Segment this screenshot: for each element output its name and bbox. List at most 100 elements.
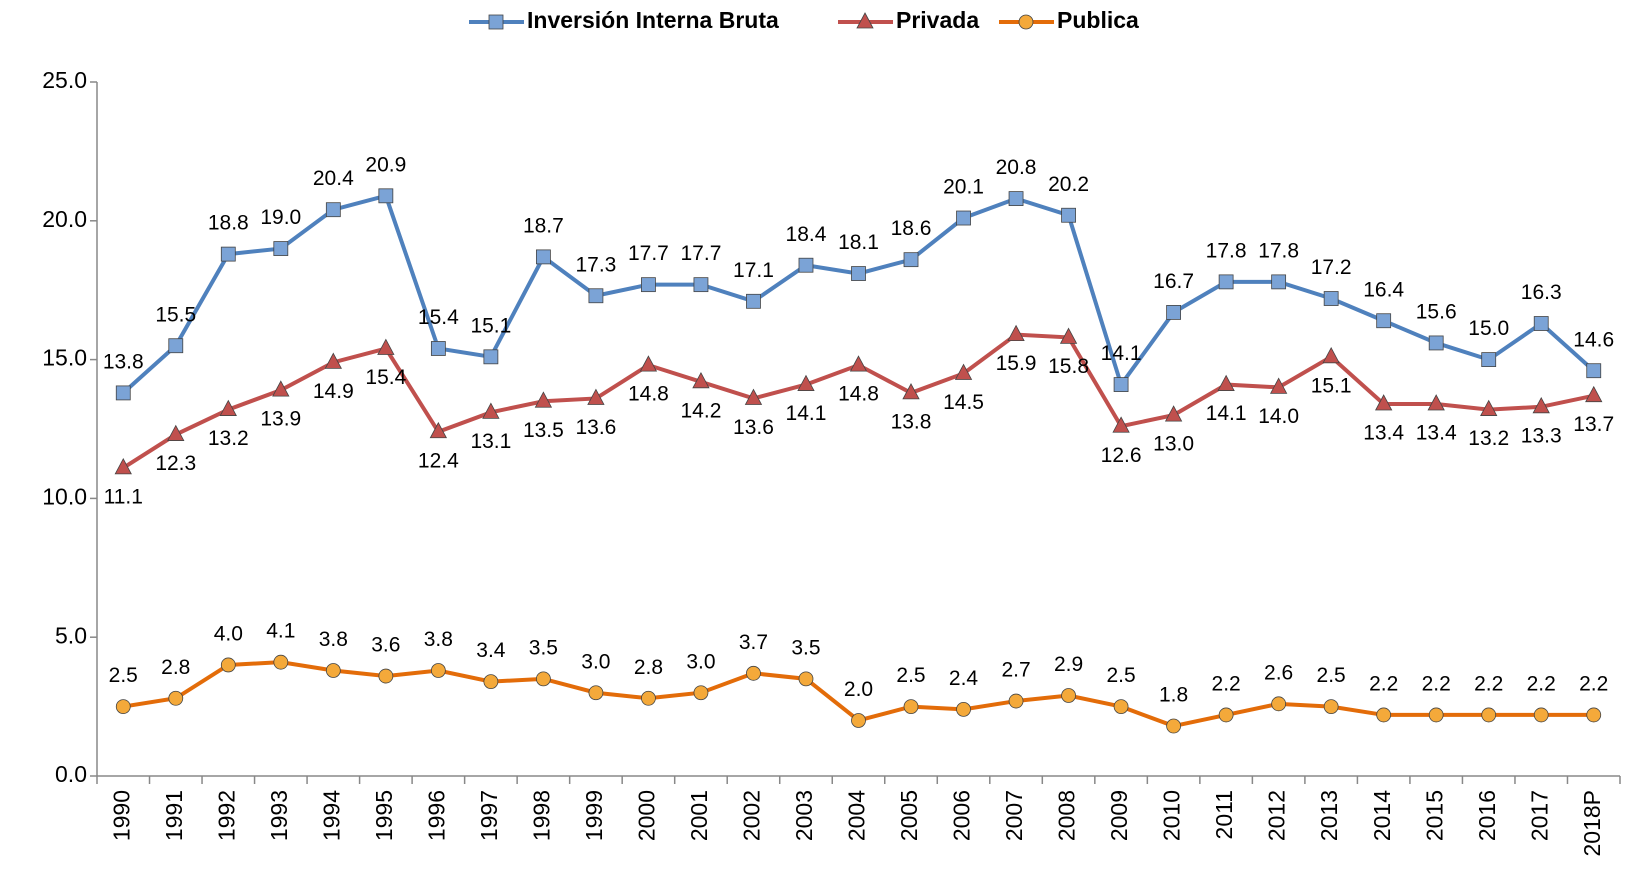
data-label: 3.5 bbox=[791, 636, 820, 659]
data-label: 1.8 bbox=[1159, 684, 1188, 707]
marker bbox=[851, 713, 866, 728]
data-label: 13.9 bbox=[260, 408, 301, 431]
x-tick-label: 2016 bbox=[1474, 790, 1500, 841]
data-label: 15.9 bbox=[996, 352, 1037, 375]
data-label: 2.7 bbox=[1001, 659, 1030, 682]
x-tick-label: 1998 bbox=[528, 790, 554, 841]
marker bbox=[1061, 688, 1076, 703]
marker bbox=[1427, 394, 1445, 411]
marker bbox=[483, 674, 499, 690]
marker bbox=[115, 699, 131, 714]
x-tick-label: 1994 bbox=[318, 790, 344, 841]
marker bbox=[693, 685, 709, 701]
data-label: 3.0 bbox=[581, 650, 610, 673]
data-label: 14.1 bbox=[1206, 402, 1247, 425]
marker bbox=[1269, 377, 1288, 394]
marker bbox=[798, 671, 814, 687]
marker bbox=[535, 671, 551, 687]
marker bbox=[639, 355, 658, 372]
data-label: 20.1 bbox=[943, 176, 984, 199]
data-label: 15.1 bbox=[470, 314, 511, 337]
data-label: 3.6 bbox=[371, 634, 400, 657]
data-label: 20.2 bbox=[1048, 173, 1089, 196]
data-label: 13.6 bbox=[575, 416, 616, 439]
data-label: 12.3 bbox=[155, 452, 196, 475]
data-label: 12.4 bbox=[418, 449, 459, 472]
marker bbox=[693, 277, 709, 293]
marker bbox=[1586, 707, 1602, 723]
data-label: 17.7 bbox=[681, 242, 722, 265]
y-tick-label: 10.0 bbox=[42, 483, 87, 509]
marker bbox=[1428, 335, 1444, 351]
marker bbox=[1113, 699, 1129, 714]
data-label: 18.4 bbox=[786, 223, 827, 246]
data-label: 2.2 bbox=[1579, 672, 1608, 695]
marker bbox=[429, 421, 448, 439]
x-tick-label: 2012 bbox=[1264, 790, 1290, 841]
marker bbox=[488, 14, 504, 30]
marker bbox=[168, 338, 184, 354]
data-label: 11.1 bbox=[104, 485, 143, 508]
marker bbox=[168, 690, 184, 706]
x-tick-label: 2004 bbox=[844, 790, 870, 841]
marker bbox=[1008, 191, 1024, 206]
marker bbox=[1007, 324, 1025, 342]
marker bbox=[378, 188, 394, 204]
marker bbox=[851, 266, 866, 281]
data-label: 15.6 bbox=[1416, 300, 1457, 323]
legend-label: Inversión Interna Bruta bbox=[527, 7, 779, 33]
marker bbox=[377, 338, 395, 355]
marker bbox=[273, 654, 289, 670]
marker bbox=[746, 665, 761, 681]
marker bbox=[1428, 707, 1444, 723]
marker bbox=[324, 352, 342, 369]
data-label: 15.4 bbox=[418, 306, 459, 329]
marker bbox=[1217, 374, 1235, 391]
legend: Inversión Interna Bruta Privada Publica bbox=[469, 7, 1139, 33]
marker bbox=[1166, 718, 1182, 734]
data-label: 13.2 bbox=[1468, 427, 1509, 450]
marker bbox=[483, 349, 499, 365]
data-label: 15.4 bbox=[365, 366, 406, 389]
marker bbox=[115, 385, 131, 401]
marker bbox=[534, 391, 553, 408]
marker bbox=[167, 424, 185, 441]
data-label: 2.2 bbox=[1474, 672, 1503, 695]
data-label: 13.0 bbox=[1153, 433, 1194, 456]
marker bbox=[1218, 274, 1234, 290]
x-tick-label: 2010 bbox=[1159, 790, 1185, 841]
marker bbox=[1061, 207, 1076, 223]
marker bbox=[220, 657, 236, 673]
data-label: 14.8 bbox=[628, 383, 669, 406]
data-label: 2.5 bbox=[109, 664, 138, 687]
marker bbox=[849, 355, 868, 372]
marker bbox=[1112, 416, 1130, 433]
data-label: 2.8 bbox=[161, 656, 190, 679]
data-label: 16.3 bbox=[1521, 281, 1562, 304]
marker bbox=[1376, 313, 1392, 329]
marker bbox=[1323, 699, 1339, 714]
x-tick-label: 1996 bbox=[423, 790, 449, 841]
data-label: 13.1 bbox=[470, 430, 511, 453]
marker bbox=[588, 288, 604, 304]
data-label: 2.5 bbox=[1106, 664, 1135, 687]
x-tick-label: 1995 bbox=[371, 790, 397, 841]
marker bbox=[641, 690, 656, 706]
data-label: 19.0 bbox=[260, 206, 301, 229]
marker bbox=[1271, 696, 1287, 712]
marker bbox=[220, 246, 236, 262]
data-label: 13.3 bbox=[1521, 424, 1562, 447]
marker bbox=[1532, 396, 1550, 414]
data-label: 15.8 bbox=[1048, 355, 1089, 378]
data-label: 14.0 bbox=[1258, 405, 1299, 428]
series: 11.1 12.3 13.2 13.9 14.9 15.4 12.4 13.1 13.5 13.6… bbox=[104, 324, 1614, 508]
y-tick-label: 25.0 bbox=[42, 67, 87, 93]
marker bbox=[903, 699, 919, 714]
data-label: 15.1 bbox=[1311, 374, 1352, 397]
y-tick-label: 0.0 bbox=[55, 761, 87, 787]
marker bbox=[903, 252, 919, 268]
marker bbox=[956, 210, 971, 226]
x-tick-label: 2008 bbox=[1054, 790, 1080, 841]
legend-label: Publica bbox=[1057, 7, 1139, 33]
marker bbox=[902, 383, 920, 400]
